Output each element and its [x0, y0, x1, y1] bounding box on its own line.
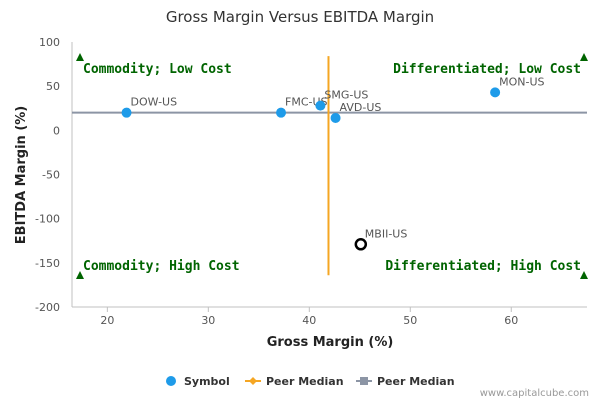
legend-symbol-marker — [166, 376, 176, 386]
x-tick-label: 40 — [302, 314, 316, 327]
y-tick-label: 0 — [53, 124, 60, 137]
data-point-avd-us[interactable] — [330, 112, 341, 123]
credit-text[interactable]: www.capitalcube.com — [480, 388, 589, 399]
data-point-fmc-us[interactable] — [276, 107, 287, 118]
x-tick-label: 30 — [201, 314, 215, 327]
data-label-smg-us: SMG-US — [324, 89, 368, 102]
data-label-mon-us: MON-US — [499, 75, 544, 88]
legend-peer-median-horizontal-marker — [360, 377, 368, 385]
y-tick-label: -50 — [42, 169, 60, 182]
y-axis-title: EBITDA Margin (%) — [14, 106, 29, 244]
quadrant-marker-bottom-right — [580, 271, 588, 279]
x-axis-title: Gross Margin (%) — [267, 335, 394, 350]
y-tick-label: -100 — [35, 213, 60, 226]
quadrant-top-left: Commodity; Low Cost — [83, 62, 232, 77]
x-tick-label: 20 — [100, 314, 114, 327]
legend-peer-median-vertical-label: Peer Median — [266, 375, 344, 388]
quadrant-top-right: Differentiated; Low Cost — [393, 62, 581, 77]
legend-item-peer-median-vertical[interactable]: Peer Median — [245, 375, 344, 388]
legend-symbol-label: Symbol — [184, 375, 230, 388]
x-tick-label: 50 — [403, 314, 417, 327]
quadrant-labels: Commodity; Low Cost Differentiated; Low … — [76, 53, 588, 279]
y-tick-label: -150 — [35, 257, 60, 270]
quadrant-marker-top-left — [76, 53, 84, 61]
data-point-smg-us[interactable] — [315, 100, 326, 111]
quadrant-bottom-left: Commodity; High Cost — [83, 259, 240, 274]
data-point-mbii-us[interactable] — [354, 238, 368, 251]
y-tick-label: 100 — [39, 36, 60, 49]
data-point-dow-us[interactable] — [121, 107, 132, 118]
legend-item-symbol[interactable]: Symbol — [166, 375, 230, 388]
x-tick-label: 60 — [504, 314, 518, 327]
y-tick-label: -200 — [35, 301, 60, 314]
y-tick-labels: 100 50 0 -50 -100 -150 -200 — [35, 36, 60, 314]
data-point-mon-us[interactable] — [490, 87, 501, 98]
data-label-dow-us: DOW-US — [131, 96, 178, 109]
legend-peer-median-vertical-marker — [249, 377, 257, 385]
chart-title: Gross Margin Versus EBITDA Margin — [166, 8, 434, 26]
legend-peer-median-horizontal-label: Peer Median — [377, 375, 455, 388]
data-label-mbii-us: MBII-US — [365, 227, 408, 240]
x-tick-labels: 20 30 40 50 60 — [100, 307, 518, 327]
y-tick-label: 50 — [46, 80, 60, 93]
quadrant-marker-top-right — [580, 53, 588, 61]
legend-item-peer-median-horizontal[interactable]: Peer Median — [356, 375, 455, 388]
quadrant-bottom-right: Differentiated; High Cost — [385, 259, 581, 274]
quadrant-marker-bottom-left — [76, 271, 84, 279]
legend: Symbol Peer Median Peer Median — [166, 375, 455, 388]
data-label-avd-us: AVD-US — [340, 101, 382, 114]
